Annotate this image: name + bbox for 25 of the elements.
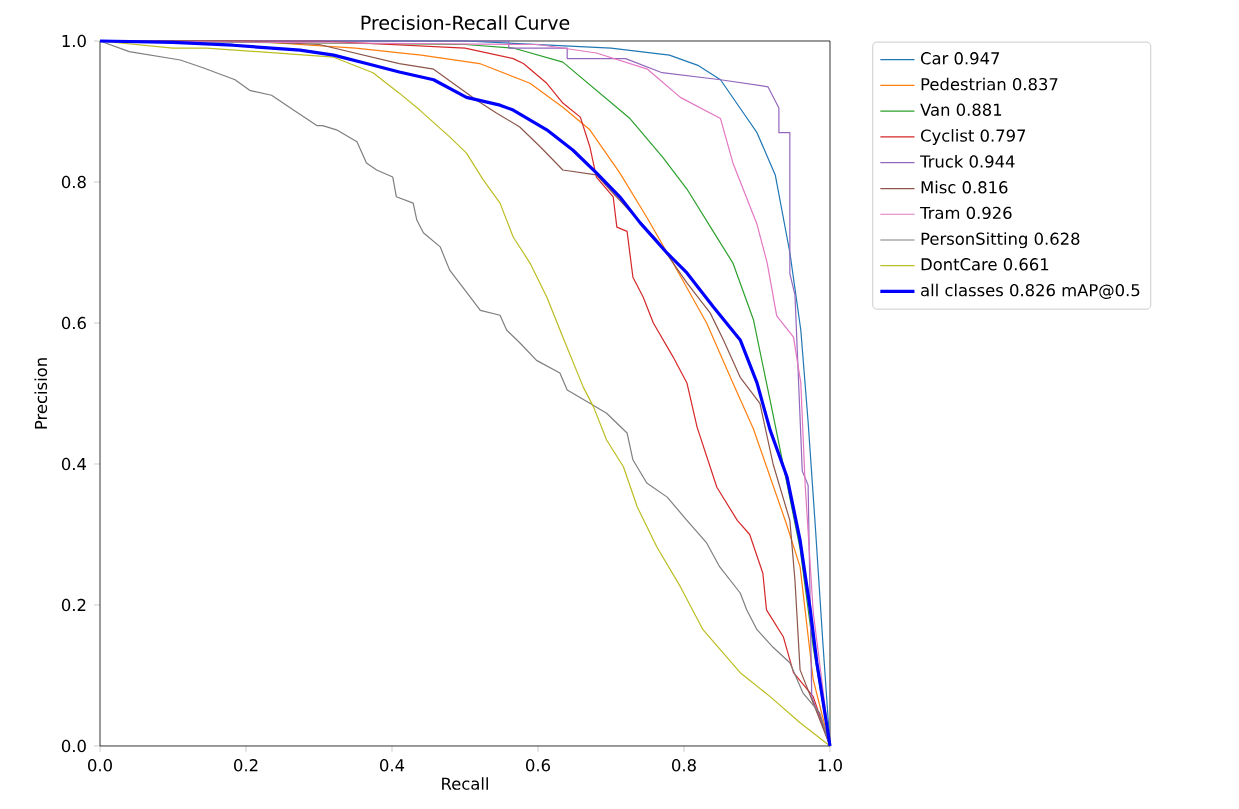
legend-label: Cyclist 0.797 bbox=[920, 129, 1026, 145]
legend-label: Misc 0.816 bbox=[921, 180, 1008, 194]
legend-label: DontCare 0.661 bbox=[921, 258, 1049, 271]
y-tick-label: 0.4 bbox=[61, 457, 87, 471]
chart-title: Precision-Recall Curve bbox=[361, 15, 570, 30]
x-tick-label: 0.4 bbox=[380, 759, 405, 772]
legend-label: Truck 0.944 bbox=[920, 154, 1015, 168]
legend-label: Tram 0.926 bbox=[920, 206, 1012, 220]
x-axis-title: Recall bbox=[442, 777, 488, 790]
x-tick-label: 1.0 bbox=[818, 759, 842, 772]
legend-label: Car 0.947 bbox=[920, 52, 1000, 65]
y-tick-label: 0.0 bbox=[61, 739, 86, 753]
x-tick-label: 0.8 bbox=[672, 759, 696, 772]
y-tick-label: 0.2 bbox=[61, 598, 86, 612]
y-tick-label: 0.8 bbox=[61, 175, 86, 189]
x-tick-label: 0.6 bbox=[526, 759, 551, 772]
y-tick-label: 1.0 bbox=[62, 34, 86, 48]
y-tick-label: 0.6 bbox=[61, 316, 86, 330]
legend-label: all classes 0.826 mAP@0.5 bbox=[921, 283, 1140, 299]
y-axis-title: Precision bbox=[34, 358, 48, 429]
legend-label: Pedestrian 0.837 bbox=[921, 77, 1058, 91]
x-tick-label: 0.0 bbox=[88, 759, 112, 772]
x-tick-label: 0.2 bbox=[234, 759, 258, 772]
legend-label: PersonSitting 0.628 bbox=[921, 232, 1080, 249]
legend-label: Van 0.881 bbox=[920, 103, 1002, 116]
